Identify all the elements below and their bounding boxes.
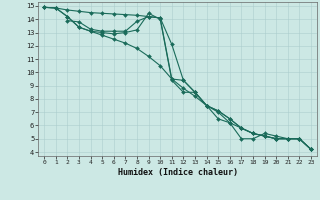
X-axis label: Humidex (Indice chaleur): Humidex (Indice chaleur) [118,168,238,177]
